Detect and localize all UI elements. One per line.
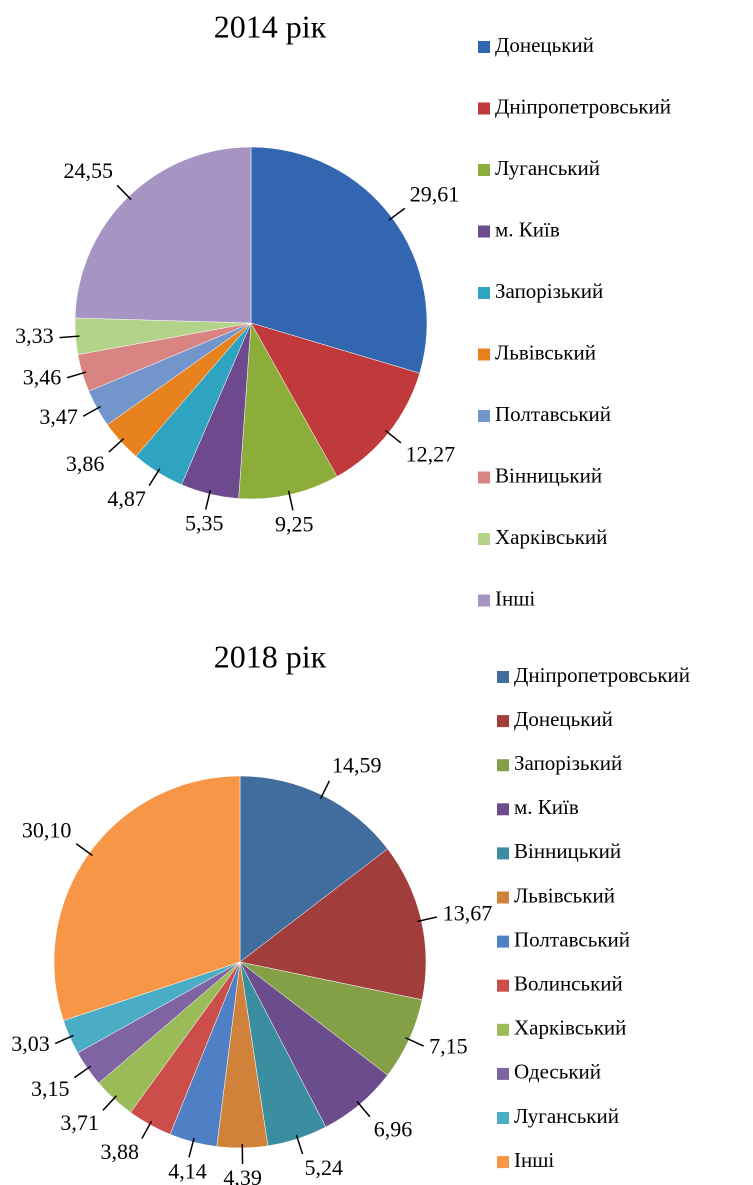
- leader-line: [388, 207, 406, 221]
- chart-title: 2018 рік: [214, 638, 327, 674]
- leader-line: [102, 1095, 118, 1111]
- data-label: 4,87: [107, 486, 146, 511]
- data-label: 5,24: [304, 1155, 343, 1180]
- legend-swatch: [497, 803, 509, 816]
- leader-line: [148, 468, 161, 487]
- data-label: 12,27: [406, 442, 456, 467]
- legend-swatch: [478, 41, 490, 53]
- data-label: 3,47: [39, 404, 78, 429]
- leader-line: [287, 490, 294, 511]
- legend-label: Львівський: [495, 340, 596, 364]
- legend-swatch: [478, 533, 490, 545]
- leader-line: [59, 335, 80, 339]
- leader-line: [356, 1100, 371, 1118]
- legend-swatch: [478, 287, 490, 299]
- legend-swatch: [497, 671, 509, 683]
- legend-label: Волинський: [514, 972, 623, 996]
- legend-swatch: [497, 715, 509, 728]
- data-label: 3,03: [11, 1031, 50, 1056]
- legend-swatch: [497, 1112, 509, 1124]
- legend-label: Харківський: [514, 1016, 626, 1040]
- legend-label: Луганський: [495, 156, 600, 180]
- legend-swatch: [497, 935, 509, 948]
- data-label: 9,25: [275, 511, 314, 536]
- legend-swatch: [478, 164, 490, 176]
- legend-label: Луганський: [514, 1104, 619, 1128]
- data-label: 4,39: [223, 1165, 262, 1185]
- leader-line: [295, 1134, 304, 1155]
- data-label: 3,86: [66, 451, 105, 476]
- data-label: 6,96: [374, 1116, 413, 1141]
- legend-label: Запорізький: [514, 751, 622, 775]
- legend-swatch: [478, 102, 490, 115]
- legend-label: Дніпропетровський: [514, 663, 690, 687]
- data-label: 3,88: [100, 1139, 139, 1164]
- leader-line: [384, 429, 402, 444]
- leader-line: [82, 405, 101, 417]
- data-label: 3,33: [15, 323, 54, 348]
- legend-swatch: [478, 594, 490, 607]
- leader-line: [319, 780, 331, 800]
- legend-swatch: [497, 759, 509, 772]
- data-label: 3,46: [23, 365, 62, 390]
- data-label: 24,55: [64, 158, 114, 183]
- legend-label: м. Київ: [514, 795, 579, 819]
- data-label: 13,67: [443, 901, 493, 926]
- legend-swatch: [478, 471, 490, 484]
- leader-line: [73, 1065, 92, 1079]
- legend-label: Інші: [495, 586, 535, 610]
- data-label: 3,71: [60, 1110, 99, 1135]
- legend-label: Вінницький: [495, 463, 602, 487]
- data-label: 4,14: [168, 1158, 207, 1183]
- legend-label: Одеський: [514, 1060, 601, 1084]
- chart-title: 2014 рік: [214, 8, 327, 44]
- data-label: 30,10: [22, 817, 72, 842]
- legend-label: Полтавський: [495, 402, 611, 426]
- leader-line: [405, 1037, 424, 1047]
- legend-label: Львівський: [514, 883, 615, 907]
- data-label: 7,15: [429, 1034, 468, 1059]
- legend-label: м. Київ: [495, 217, 560, 241]
- legend-label: Дніпропетровський: [495, 94, 671, 118]
- legend-swatch: [478, 348, 490, 361]
- legend-swatch: [497, 1156, 509, 1169]
- legend-label: Вінницький: [514, 839, 621, 863]
- legend-swatch: [497, 891, 509, 904]
- data-label: 29,61: [410, 182, 460, 207]
- legend-swatch: [497, 1023, 509, 1036]
- legend-swatch: [497, 847, 509, 860]
- legend-label: Донецький: [495, 33, 594, 57]
- leader-line: [108, 438, 125, 453]
- data-label: 5,35: [185, 510, 224, 535]
- leader-line: [54, 1034, 74, 1045]
- legend-label: Полтавський: [514, 927, 630, 951]
- data-label: 14,59: [332, 753, 382, 778]
- legend-label: Харківський: [495, 525, 607, 549]
- legend-swatch: [478, 410, 490, 422]
- leader-line: [141, 1120, 153, 1139]
- leader-line: [75, 843, 93, 857]
- legend-label: Інші: [514, 1148, 554, 1172]
- legend-swatch: [478, 225, 490, 238]
- leader-line: [204, 489, 212, 510]
- leader-line: [116, 184, 132, 201]
- legend-swatch: [497, 1067, 509, 1080]
- legend-swatch: [497, 979, 509, 992]
- leader-line: [417, 916, 438, 923]
- leader-line: [66, 371, 87, 379]
- data-label: 3,15: [31, 1076, 70, 1101]
- legend-label: Донецький: [514, 707, 613, 731]
- leader-line: [188, 1137, 195, 1158]
- legend-label: Запорізький: [495, 279, 603, 303]
